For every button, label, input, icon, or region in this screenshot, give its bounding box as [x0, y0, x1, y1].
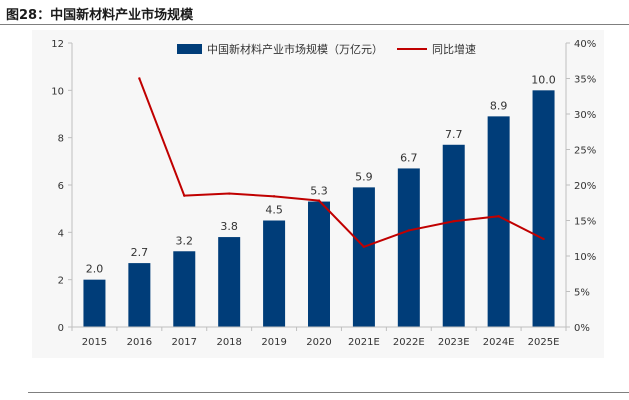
bar-2021E [352, 187, 375, 327]
bar-label-2021E: 5.9 [355, 170, 373, 183]
y2-tick-label: 15% [574, 217, 596, 228]
growth-point-2019 [272, 195, 276, 198]
x-tick-label: 2015 [82, 337, 107, 348]
bar-2025E [532, 90, 555, 327]
bar-label-2023E: 7.7 [445, 128, 463, 141]
y2-tick-label: 0% [574, 323, 590, 334]
y-axis-left: 0 2 4 6 8 10 12 [51, 39, 73, 334]
bar-label-2024E: 8.9 [490, 99, 508, 112]
y-axis-right: 0% 5% 10% 15% 20% 25% 30% 35% 40% [565, 39, 596, 334]
bar-label-2018: 3.8 [220, 220, 238, 233]
x-tick-label: 2018 [216, 337, 241, 348]
line-series [138, 77, 545, 248]
top-rule [0, 24, 629, 25]
y-tick-label: 2 [58, 276, 64, 287]
y-tick-label: 10 [51, 86, 64, 97]
bar-2020 [308, 201, 330, 327]
bar-label-2022E: 6.7 [400, 151, 418, 164]
y2-tick-label: 25% [574, 146, 596, 157]
x-tick-label: 2022E [393, 337, 425, 348]
x-tick-label: 2021E [348, 337, 380, 348]
y2-tick-label: 35% [574, 75, 596, 86]
bar-2015 [83, 279, 106, 327]
y-tick-label: 8 [58, 134, 64, 145]
growth-point-2023E [452, 220, 455, 223]
growth-point-2025E [542, 237, 545, 241]
bar-series [83, 90, 555, 327]
x-tick-label: 2024E [483, 337, 515, 348]
y2-tick-label: 30% [574, 110, 596, 121]
bar-label-2020: 5.3 [310, 185, 328, 198]
growth-point-2018 [227, 192, 231, 195]
bar-label-2017: 3.2 [176, 234, 194, 247]
bar-label-2016: 2.7 [131, 246, 149, 259]
bar-label-2015: 2.0 [86, 263, 104, 276]
bar-2022E [397, 168, 420, 327]
y2-tick-label: 40% [574, 39, 596, 50]
bar-label-2019: 4.5 [265, 204, 283, 217]
bar-label-2025E: 10.0 [531, 73, 556, 86]
legend-line-label: 同比增速 [432, 42, 476, 56]
legend-bar-label: 中国新材料产业市场规模（万亿元） [207, 42, 383, 56]
y2-tick-label: 20% [574, 181, 596, 192]
y-tick-label: 12 [51, 39, 64, 50]
growth-point-2021E [362, 245, 366, 248]
y2-tick-label: 10% [574, 252, 596, 263]
legend-bar-swatch [177, 44, 202, 54]
growth-point-2024E [497, 215, 500, 218]
x-tick-label: 2023E [438, 337, 470, 348]
x-tick-label: 2020 [306, 337, 331, 348]
bottom-rule [28, 392, 629, 393]
y-tick-label: 4 [58, 228, 64, 239]
growth-point-2022E [407, 229, 411, 232]
y2-tick-label: 5% [574, 288, 590, 299]
figure-title: 图28：中国新材料产业市场规模 [6, 8, 194, 23]
bar-2016 [128, 263, 151, 327]
bar-2023E [442, 144, 465, 327]
x-tick-label: 2017 [172, 337, 197, 348]
bar-2019 [263, 220, 286, 327]
x-tick-label: 2025E [528, 337, 560, 348]
bar-data-labels: 2.0 2.7 3.2 3.8 4.5 5.3 5.9 6.7 7.7 8.9 10.0 [86, 73, 556, 275]
growth-point-2016 [138, 77, 141, 80]
growth-point-2017 [183, 194, 186, 197]
y-tick-label: 6 [58, 181, 64, 192]
y-tick-label: 0 [58, 323, 64, 334]
growth-point-2020 [317, 199, 321, 202]
legend: 中国新材料产业市场规模（万亿元） 同比增速 [177, 42, 476, 56]
bar-2018 [218, 237, 241, 327]
x-axis: 2015 2016 2017 2018 2019 2020 2021E 2022E 2023E 2… [71, 326, 567, 348]
x-tick-label: 2019 [261, 337, 286, 348]
bar-2024E [487, 116, 510, 327]
growth-line [138, 78, 544, 248]
x-tick-label: 2016 [127, 337, 152, 348]
bar-2017 [173, 251, 196, 327]
